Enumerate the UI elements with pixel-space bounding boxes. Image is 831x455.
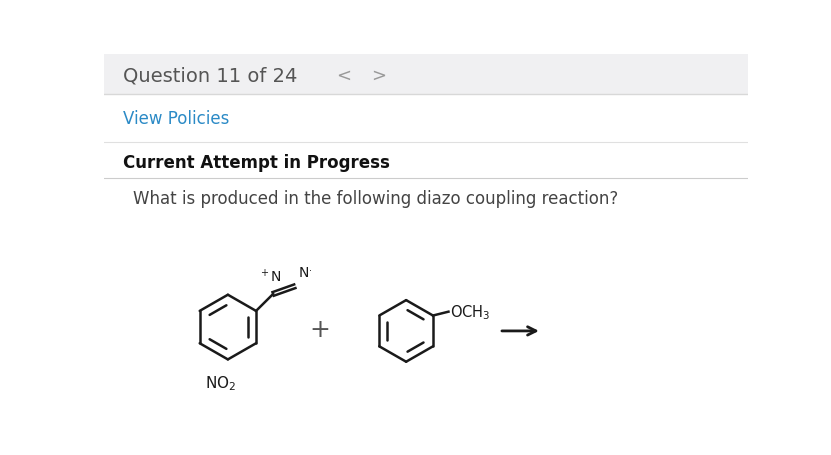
Bar bbox=[104, 95, 748, 405]
Text: OCH$_3$: OCH$_3$ bbox=[450, 303, 490, 321]
Text: <: < bbox=[337, 67, 352, 85]
Text: >: > bbox=[371, 67, 386, 85]
Bar bbox=[104, 55, 748, 95]
Text: Question 11 of 24: Question 11 of 24 bbox=[123, 66, 297, 86]
Text: Current Attempt in Progress: Current Attempt in Progress bbox=[123, 153, 390, 171]
Text: N$^.$: N$^.$ bbox=[298, 265, 312, 279]
Text: +: + bbox=[309, 318, 330, 342]
Text: $^+$N: $^+$N bbox=[258, 267, 282, 284]
Text: What is produced in the following diazo coupling reaction?: What is produced in the following diazo … bbox=[133, 190, 618, 208]
Text: NO$_2$: NO$_2$ bbox=[204, 374, 236, 392]
Text: View Policies: View Policies bbox=[123, 109, 229, 127]
